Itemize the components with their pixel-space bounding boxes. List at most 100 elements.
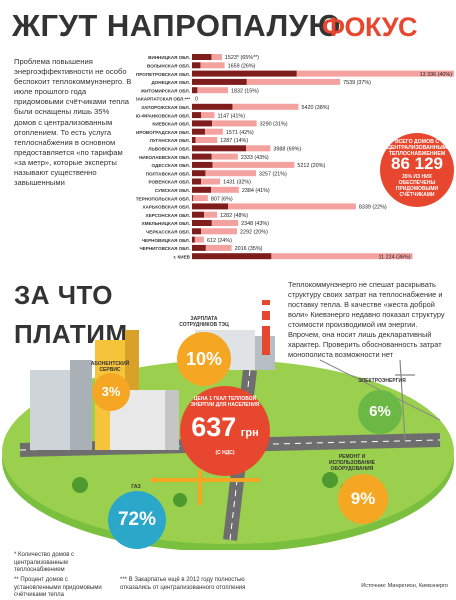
callout-bottom-text: 35% ИЗ НИХ ОБЕСПЕЧЕНЫ ПРИДОМОВЫМИ СЧЁТЧИ… bbox=[395, 174, 439, 198]
bar-value-label: 2016 (35%) bbox=[235, 246, 263, 252]
section-paragraph: Теплокоммунэнерго не спешат раскрывать с… bbox=[288, 280, 445, 359]
repair-label: РЕМОНТ И ИСПОЛЬЗОВАНИЕ ОБОРУДОВАНИЯ bbox=[328, 454, 375, 472]
bar-value-label: 3257 (21%) bbox=[259, 171, 287, 177]
service-value: 3% bbox=[101, 384, 121, 399]
bar-value-label: 0 bbox=[195, 97, 198, 103]
bar-unmetered bbox=[296, 70, 454, 77]
bar-metered bbox=[192, 78, 247, 85]
bar-unmetered bbox=[228, 203, 356, 210]
bar-unmetered bbox=[271, 253, 413, 260]
price-bubble: ЦЕНА 1 ГКАЛ ТЕПЛОВОЙ ЭНЕРГИИ ДЛЯ НАСЕЛЕН… bbox=[180, 386, 270, 476]
bar-unmetered bbox=[211, 54, 222, 60]
bar-metered bbox=[192, 128, 205, 135]
bar-metered bbox=[192, 170, 206, 177]
region-label: ПОЛТАВСКАЯ ОБЛ. bbox=[146, 171, 190, 176]
gas-label: ГАЗ bbox=[131, 484, 141, 490]
bar-unmetered bbox=[200, 62, 225, 69]
region-label: ЗАПОРОЖСКАЯ ОБЛ. bbox=[141, 105, 190, 110]
region-label: ХЕРСОНСКАЯ ОБЛ. bbox=[146, 213, 190, 218]
electricity-value: 6% bbox=[369, 403, 391, 420]
bar-value-label: 2292 (20%) bbox=[240, 230, 268, 236]
bar-metered bbox=[192, 203, 229, 210]
bar-metered bbox=[192, 211, 205, 218]
bar-metered bbox=[192, 228, 202, 235]
bar-metered bbox=[192, 153, 212, 160]
region-label: ЗАКАРПАТСКАЯ ОБЛ.*** bbox=[136, 97, 190, 102]
region-label: ЛЬВОВСКАЯ ОБЛ. bbox=[148, 147, 190, 152]
bar-unmetered bbox=[204, 211, 218, 218]
section-title-line1: ЗА ЧТО bbox=[14, 280, 114, 310]
callout-value: 86 129 bbox=[391, 154, 443, 173]
bar-value-label: 1659 (26%) bbox=[228, 64, 256, 70]
region-label: ДНЕПРОПЕТРОВСКАЯ ОБЛ. bbox=[136, 72, 190, 77]
region-label: КИЕВСКАЯ ОБЛ. bbox=[152, 122, 190, 127]
bar-value-label: 5420 (38%) bbox=[301, 105, 329, 111]
region-label: НИКОЛАЕВСКАЯ ОБЛ. bbox=[139, 155, 190, 160]
bar-metered bbox=[192, 195, 193, 202]
footnote-zakarpattia: *** В Закарпатье ещё в 2012 году полност… bbox=[120, 577, 246, 591]
bar-unmetered bbox=[200, 178, 221, 185]
bar-metered bbox=[192, 236, 195, 243]
region-label: СУМСКАЯ ОБЛ. bbox=[155, 188, 190, 193]
bar-metered bbox=[192, 145, 247, 152]
bar-value-label: 2333 (43%) bbox=[241, 155, 269, 161]
bar-metered bbox=[192, 178, 201, 185]
gas-value: 72% bbox=[117, 509, 157, 530]
bar-value-label: 807 (6%) bbox=[211, 196, 233, 202]
bar-unmetered bbox=[205, 244, 232, 251]
bar-unmetered bbox=[211, 186, 239, 193]
intro-text: Проблема повышения энергоэффективности н… bbox=[14, 57, 132, 188]
bar-metered bbox=[192, 103, 233, 110]
region-label: РОВЕНСКАЯ ОБЛ. bbox=[148, 180, 190, 185]
bar-value-label: 2384 (41%) bbox=[242, 188, 270, 194]
bar-unmetered bbox=[232, 103, 299, 110]
bar-value-label: 1147 (41%) bbox=[218, 113, 246, 119]
bar-value-label: 612 (24%) bbox=[207, 238, 232, 244]
bar-value-label: 13 336 (40%) bbox=[420, 72, 453, 78]
bar-unmetered bbox=[197, 87, 228, 94]
electricity-label: ЭЛЕКТРОЭНЕРГИЯ bbox=[358, 378, 406, 384]
price-value-row: 637 грн bbox=[180, 414, 270, 441]
bar-unmetered bbox=[246, 145, 271, 152]
region-label: ЧЕРКАССКАЯ ОБЛ. bbox=[146, 230, 190, 235]
bar-value-label: 1431 (32%) bbox=[223, 180, 251, 186]
region-label: ЖИТОМИРСКАЯ ОБЛ. bbox=[140, 88, 190, 93]
bar-value-label: 3290 (31%) bbox=[260, 122, 288, 128]
bar-value-label: 1832 (15%) bbox=[231, 88, 259, 94]
bar-value-label: 2348 (43%) bbox=[241, 221, 269, 227]
bar-unmetered bbox=[211, 153, 238, 160]
bar-value-label: 1287 (14%) bbox=[220, 138, 248, 144]
bar-unmetered bbox=[195, 137, 218, 143]
bar-metered bbox=[192, 112, 202, 119]
repair-bubble: 9% bbox=[338, 474, 388, 524]
footnote-houses: * Количество домов с централизованным те… bbox=[14, 552, 75, 573]
bar-unmetered bbox=[194, 236, 205, 243]
price-value: 637 bbox=[191, 412, 237, 442]
bar-unmetered bbox=[204, 128, 223, 135]
bar-metered bbox=[192, 54, 212, 60]
bar-metered bbox=[192, 87, 198, 94]
footnote-percent: ** Процент домов с установленными придом… bbox=[14, 577, 102, 598]
bar-unmetered bbox=[205, 170, 256, 177]
region-label: ЛУГАНСКАЯ ОБЛ. bbox=[150, 138, 190, 143]
price-note: (С НДС) bbox=[215, 450, 235, 456]
bar-unmetered bbox=[212, 161, 295, 168]
total-houses-callout: ВСЕГО ДОМОВ С ЦЕНТРАЛИЗОВАННЫМ ТЕПЛОСНАБ… bbox=[380, 133, 454, 207]
region-label: ХАРЬКОВСКАЯ ОБЛ. bbox=[142, 205, 190, 210]
service-bubble: 3% bbox=[92, 373, 130, 411]
region-label: ВИННИЦКАЯ ОБЛ. bbox=[148, 55, 190, 60]
bar-unmetered bbox=[192, 195, 208, 202]
bar-value-label: 5212 (20%) bbox=[297, 163, 325, 169]
region-label: ДОНЕЦКАЯ ОБЛ. bbox=[151, 80, 190, 85]
salary-label: ЗАРПЛАТА СОТРУДНИКОВ ТЭЦ bbox=[179, 316, 229, 328]
bar-metered bbox=[192, 220, 212, 226]
bar-metered bbox=[192, 244, 206, 251]
bar-metered bbox=[192, 62, 201, 69]
region-label: ВОЛЫНСКАЯ ОБЛ. bbox=[147, 64, 190, 69]
electricity-bubble: 6% bbox=[358, 390, 402, 434]
source-note: Источник: Минрегион, Киевэнерго bbox=[361, 583, 448, 589]
bar-value-label: 11 224 (36%) bbox=[379, 254, 411, 260]
brand-logo: ФОКУС bbox=[322, 12, 418, 42]
callout-top-text: ВСЕГО ДОМОВ С ЦЕНТРАЛИЗОВАННЫМ ТЕПЛОСНАБ… bbox=[387, 139, 447, 157]
bar-metered bbox=[192, 186, 212, 193]
